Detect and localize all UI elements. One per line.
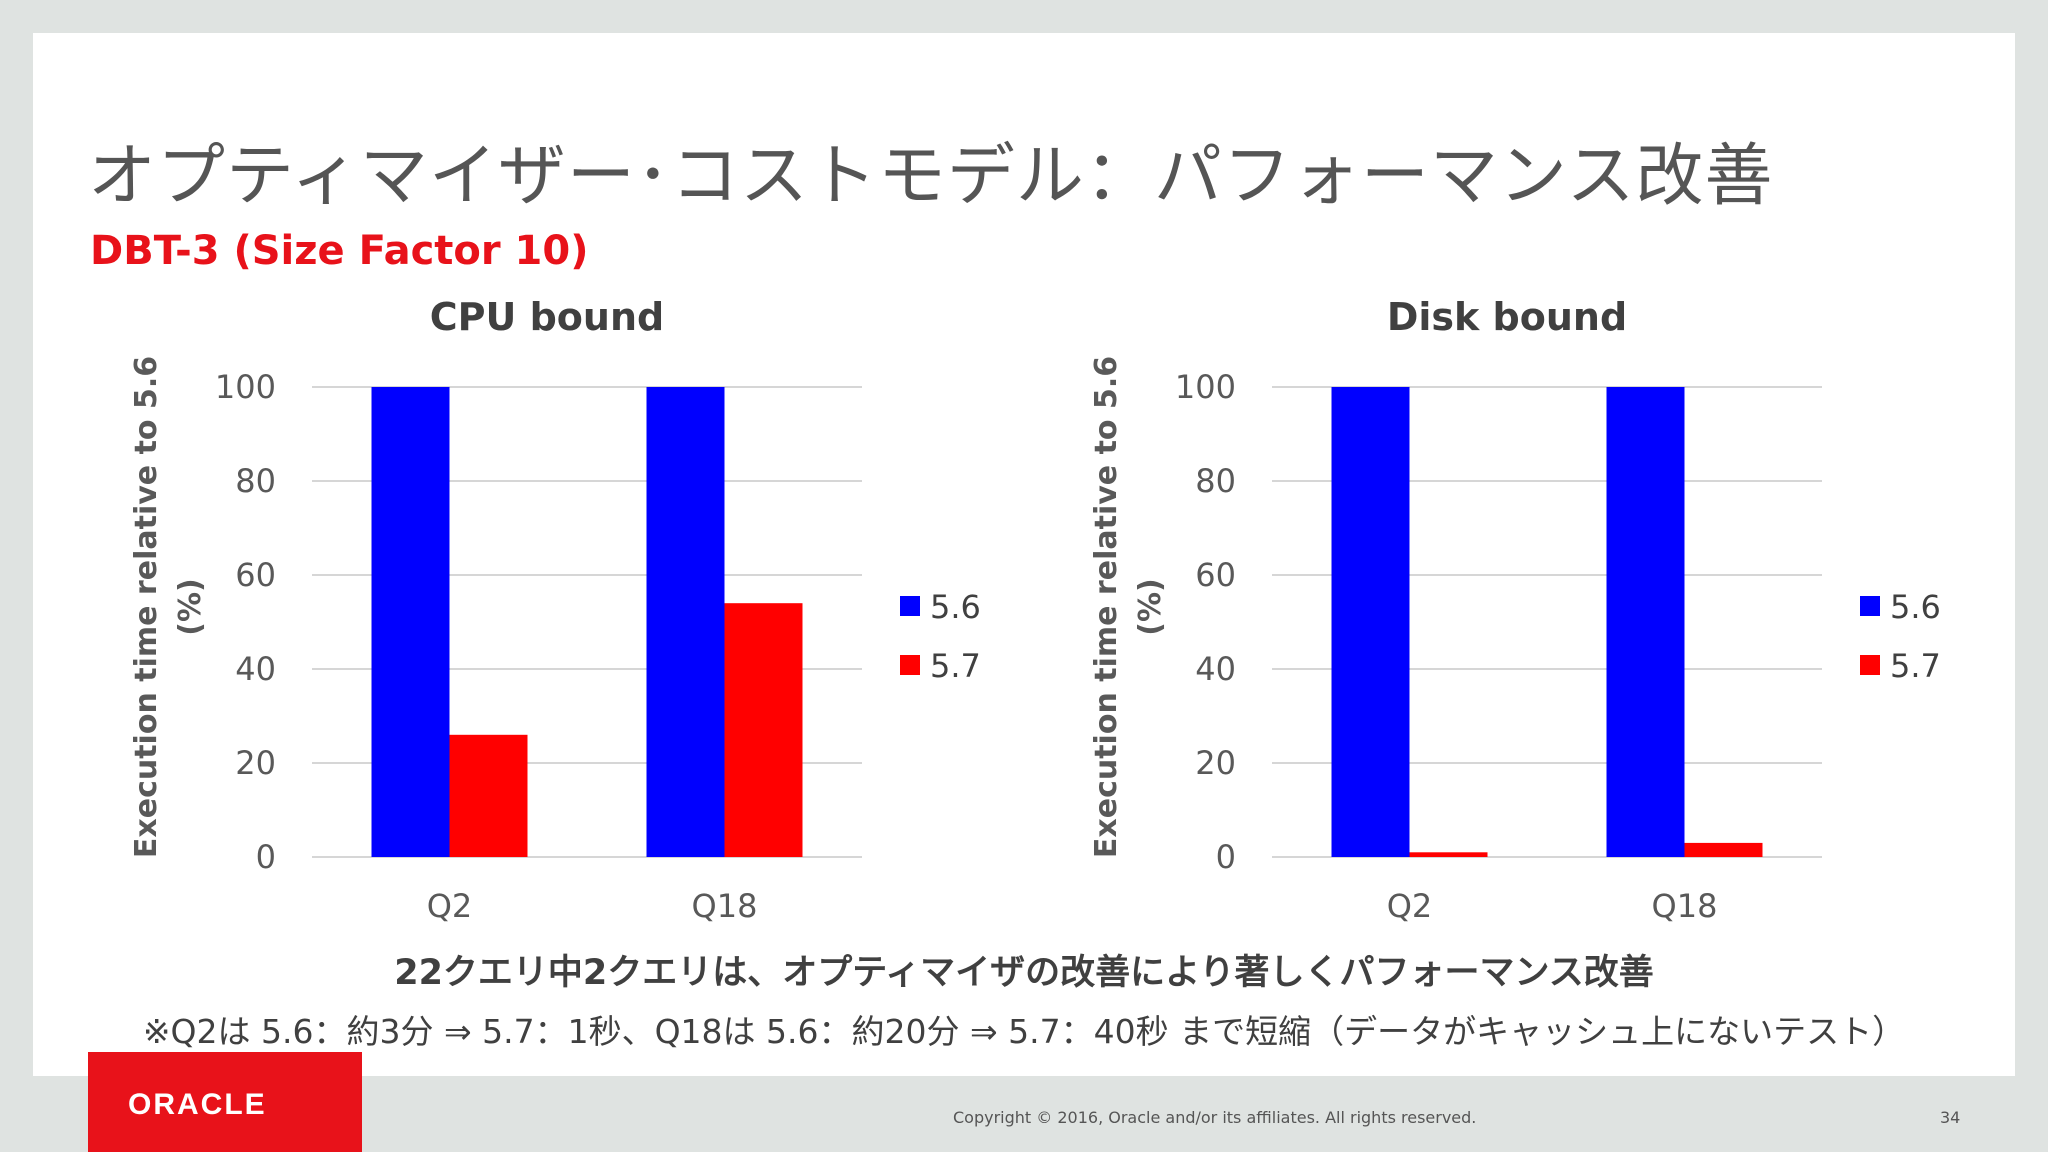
cpu-bound-chart-ytick-80: 80 (235, 462, 276, 500)
disk-bound-chart-svg: Disk bound 0 20 40 60 80 100 Execution time rel… (1089, 295, 1941, 925)
oracle-logo: ORACLE (88, 1052, 362, 1152)
cpu-bound-chart-xtick-Q18: Q18 (692, 887, 758, 925)
disk-bound-chart-xtick-Q2: Q2 (1387, 887, 1433, 925)
cpu-bound-chart-svg: CPU bound 0 20 40 60 80 100 Execution time rela… (129, 295, 981, 925)
disk-bound-chart-legend-swatch-5.6 (1860, 596, 1880, 616)
cpu-bound-chart-ytick-100: 100 (215, 368, 276, 406)
cpu-bound-chart-bar-Q18-5.7 (724, 603, 803, 857)
disk-bound-chart-ylabel: Execution time relative to 5.6 (1089, 356, 1124, 858)
page-number: 34 (1940, 1108, 1961, 1127)
cpu-bound-chart-ytick-0: 0 (256, 838, 276, 876)
disk-bound-chart-ytick-80: 80 (1195, 462, 1236, 500)
disk-bound-chart-ytick-100: 100 (1175, 368, 1236, 406)
disk-bound-chart-xtick-Q18: Q18 (1652, 887, 1718, 925)
cpu-bound-chart-legend-swatch-5.6 (900, 596, 920, 616)
oracle-logo-text: ORACLE (128, 1088, 267, 1121)
cpu-bound-chart-ylabel: Execution time relative to 5.6 (129, 356, 164, 858)
cpu-bound-chart-bar-Q2-5.7 (449, 734, 528, 857)
disk-bound-chart-legend-swatch-5.7 (1860, 655, 1880, 675)
cpu-bound-chart-ytick-20: 20 (235, 744, 276, 782)
disk-bound-chart-ytick-0: 0 (1216, 838, 1236, 876)
copyright-text: Copyright © 2016, Oracle and/or its affi… (953, 1108, 1477, 1127)
slide-subtitle: DBT-3 (Size Factor 10) (90, 228, 589, 274)
disk-bound-chart: Disk bound 0 20 40 60 80 100 Execution time rel… (1080, 290, 1980, 930)
cpu-bound-chart-legend-label-5.7: 5.7 (930, 647, 981, 685)
cpu-bound-chart-legend-swatch-5.7 (900, 655, 920, 675)
disk-bound-chart-ytick-60: 60 (1195, 556, 1236, 594)
disk-bound-chart-bar-Q18-5.7 (1684, 842, 1763, 857)
cpu-bound-chart: CPU bound 0 20 40 60 80 100 Execution time rela… (120, 290, 1020, 930)
slide-title: オプティマイザー･コストモデル：パフォーマンス改善 (88, 137, 1774, 216)
cpu-bound-chart-ytick-40: 40 (235, 650, 276, 688)
disk-bound-chart-ytick-20: 20 (1195, 744, 1236, 782)
disk-bound-chart-bar-Q2-5.6 (1331, 387, 1410, 857)
cpu-bound-chart-bar-Q18-5.6 (646, 387, 725, 857)
disk-bound-chart-bar-Q2-5.7 (1409, 852, 1488, 857)
cpu-bound-chart-bar-Q2-5.6 (371, 387, 450, 857)
cpu-bound-chart-xtick-Q2: Q2 (427, 887, 473, 925)
cpu-bound-chart-ylabel-unit: (%) (173, 578, 208, 635)
summary-text: 22クエリ中2クエリは、オプティマイザの改善により著しくパフォーマンス改善 (394, 953, 1654, 993)
disk-bound-chart-title: Disk bound (1387, 295, 1627, 339)
cpu-bound-chart-legend-label-5.6: 5.6 (930, 588, 981, 626)
disk-bound-chart-legend-label-5.6: 5.6 (1890, 588, 1941, 626)
disk-bound-chart-bar-Q18-5.6 (1606, 387, 1685, 857)
disk-bound-chart-ytick-40: 40 (1195, 650, 1236, 688)
footnote-text: ※Q2は 5.6：約3分 ⇒ 5.7：1秒、Q18は 5.6：約20分 ⇒ 5.… (142, 1012, 1906, 1051)
cpu-bound-chart-title: CPU bound (430, 295, 664, 339)
slide-background (33, 33, 2015, 1076)
disk-bound-chart-ylabel-unit: (%) (1133, 578, 1168, 635)
disk-bound-chart-legend-label-5.7: 5.7 (1890, 647, 1941, 685)
cpu-bound-chart-ytick-60: 60 (235, 556, 276, 594)
